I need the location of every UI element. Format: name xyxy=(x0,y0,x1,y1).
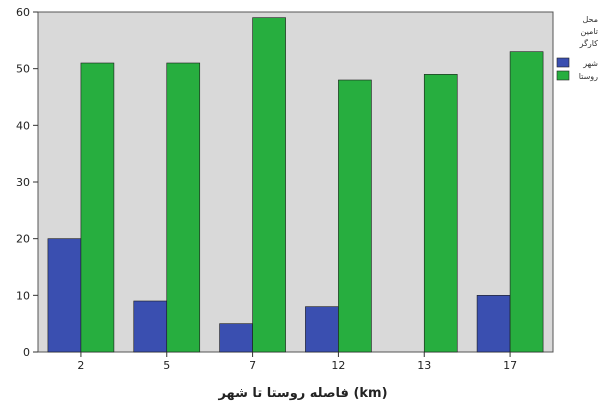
y-tick-label: 60 xyxy=(16,6,30,19)
legend-title: کارگر xyxy=(579,38,599,48)
bar-village xyxy=(252,17,286,353)
y-tick-label: 0 xyxy=(23,346,30,359)
x-axis-label: فاصله روستا تا شهر (km) xyxy=(218,386,388,401)
legend-swatch-city xyxy=(556,57,570,68)
x-tick-label: 13 xyxy=(417,359,431,372)
x-tick-label: 5 xyxy=(163,359,170,372)
bar-city xyxy=(47,238,82,353)
bar-village xyxy=(423,74,458,353)
plot-area xyxy=(37,11,554,353)
legend-title: تامین xyxy=(581,27,598,36)
y-tick-label: 10 xyxy=(16,289,30,302)
legend-label-village: روستا xyxy=(579,72,598,81)
y-tick-label: 20 xyxy=(16,233,30,246)
y-tick-label: 40 xyxy=(16,119,30,132)
y-tick-label: 50 xyxy=(16,63,30,76)
legend-title: محل xyxy=(582,15,598,24)
y-tick-label: 30 xyxy=(16,176,30,189)
bar-city xyxy=(133,300,168,353)
bar-village xyxy=(338,79,372,353)
bar-village xyxy=(80,62,115,353)
bar-village xyxy=(166,62,201,353)
bar-city xyxy=(305,306,339,353)
legend-swatch-village xyxy=(556,70,570,81)
x-tick-label: 12 xyxy=(331,359,345,372)
x-tick-label: 17 xyxy=(503,359,517,372)
bar-village xyxy=(509,51,544,353)
x-tick-label: 7 xyxy=(249,359,256,372)
x-tick-label: 2 xyxy=(77,359,84,372)
bar-city xyxy=(219,323,253,353)
legend-label-city: شهر xyxy=(582,59,598,68)
bar-city xyxy=(476,295,511,353)
